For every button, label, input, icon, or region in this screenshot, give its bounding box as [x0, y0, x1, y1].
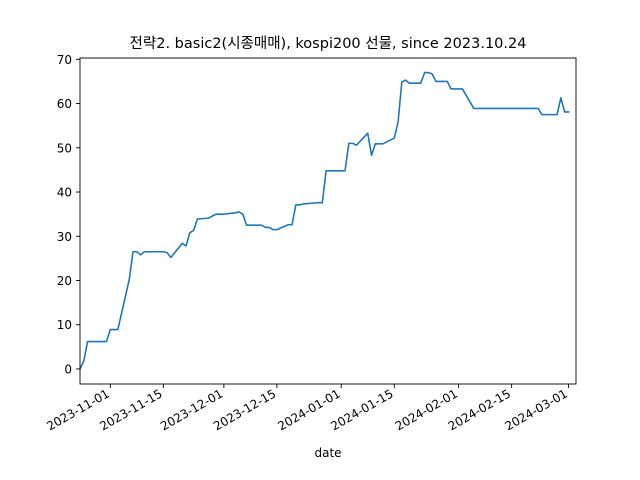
y-tick-label: 20: [57, 274, 72, 288]
y-tick-label: 40: [57, 186, 72, 200]
y-axis: 0 10 20 30 40 50 60 70: [57, 53, 80, 376]
y-tick-label: 50: [57, 141, 72, 155]
y-tick-label: 70: [57, 53, 72, 67]
plot-area: [78, 57, 577, 385]
y-tick-label: 0: [64, 362, 72, 376]
axes-frame: [79, 57, 577, 385]
y-tick-label: 60: [57, 97, 72, 111]
chart-title: 전략2. basic2(시종매매), kospi200 선물, since 20…: [130, 35, 527, 52]
x-axis-label: date: [314, 446, 341, 460]
y-tick-label: 10: [57, 318, 72, 332]
y-tick-label: 30: [57, 230, 72, 244]
series-line-0: [78, 71, 570, 371]
